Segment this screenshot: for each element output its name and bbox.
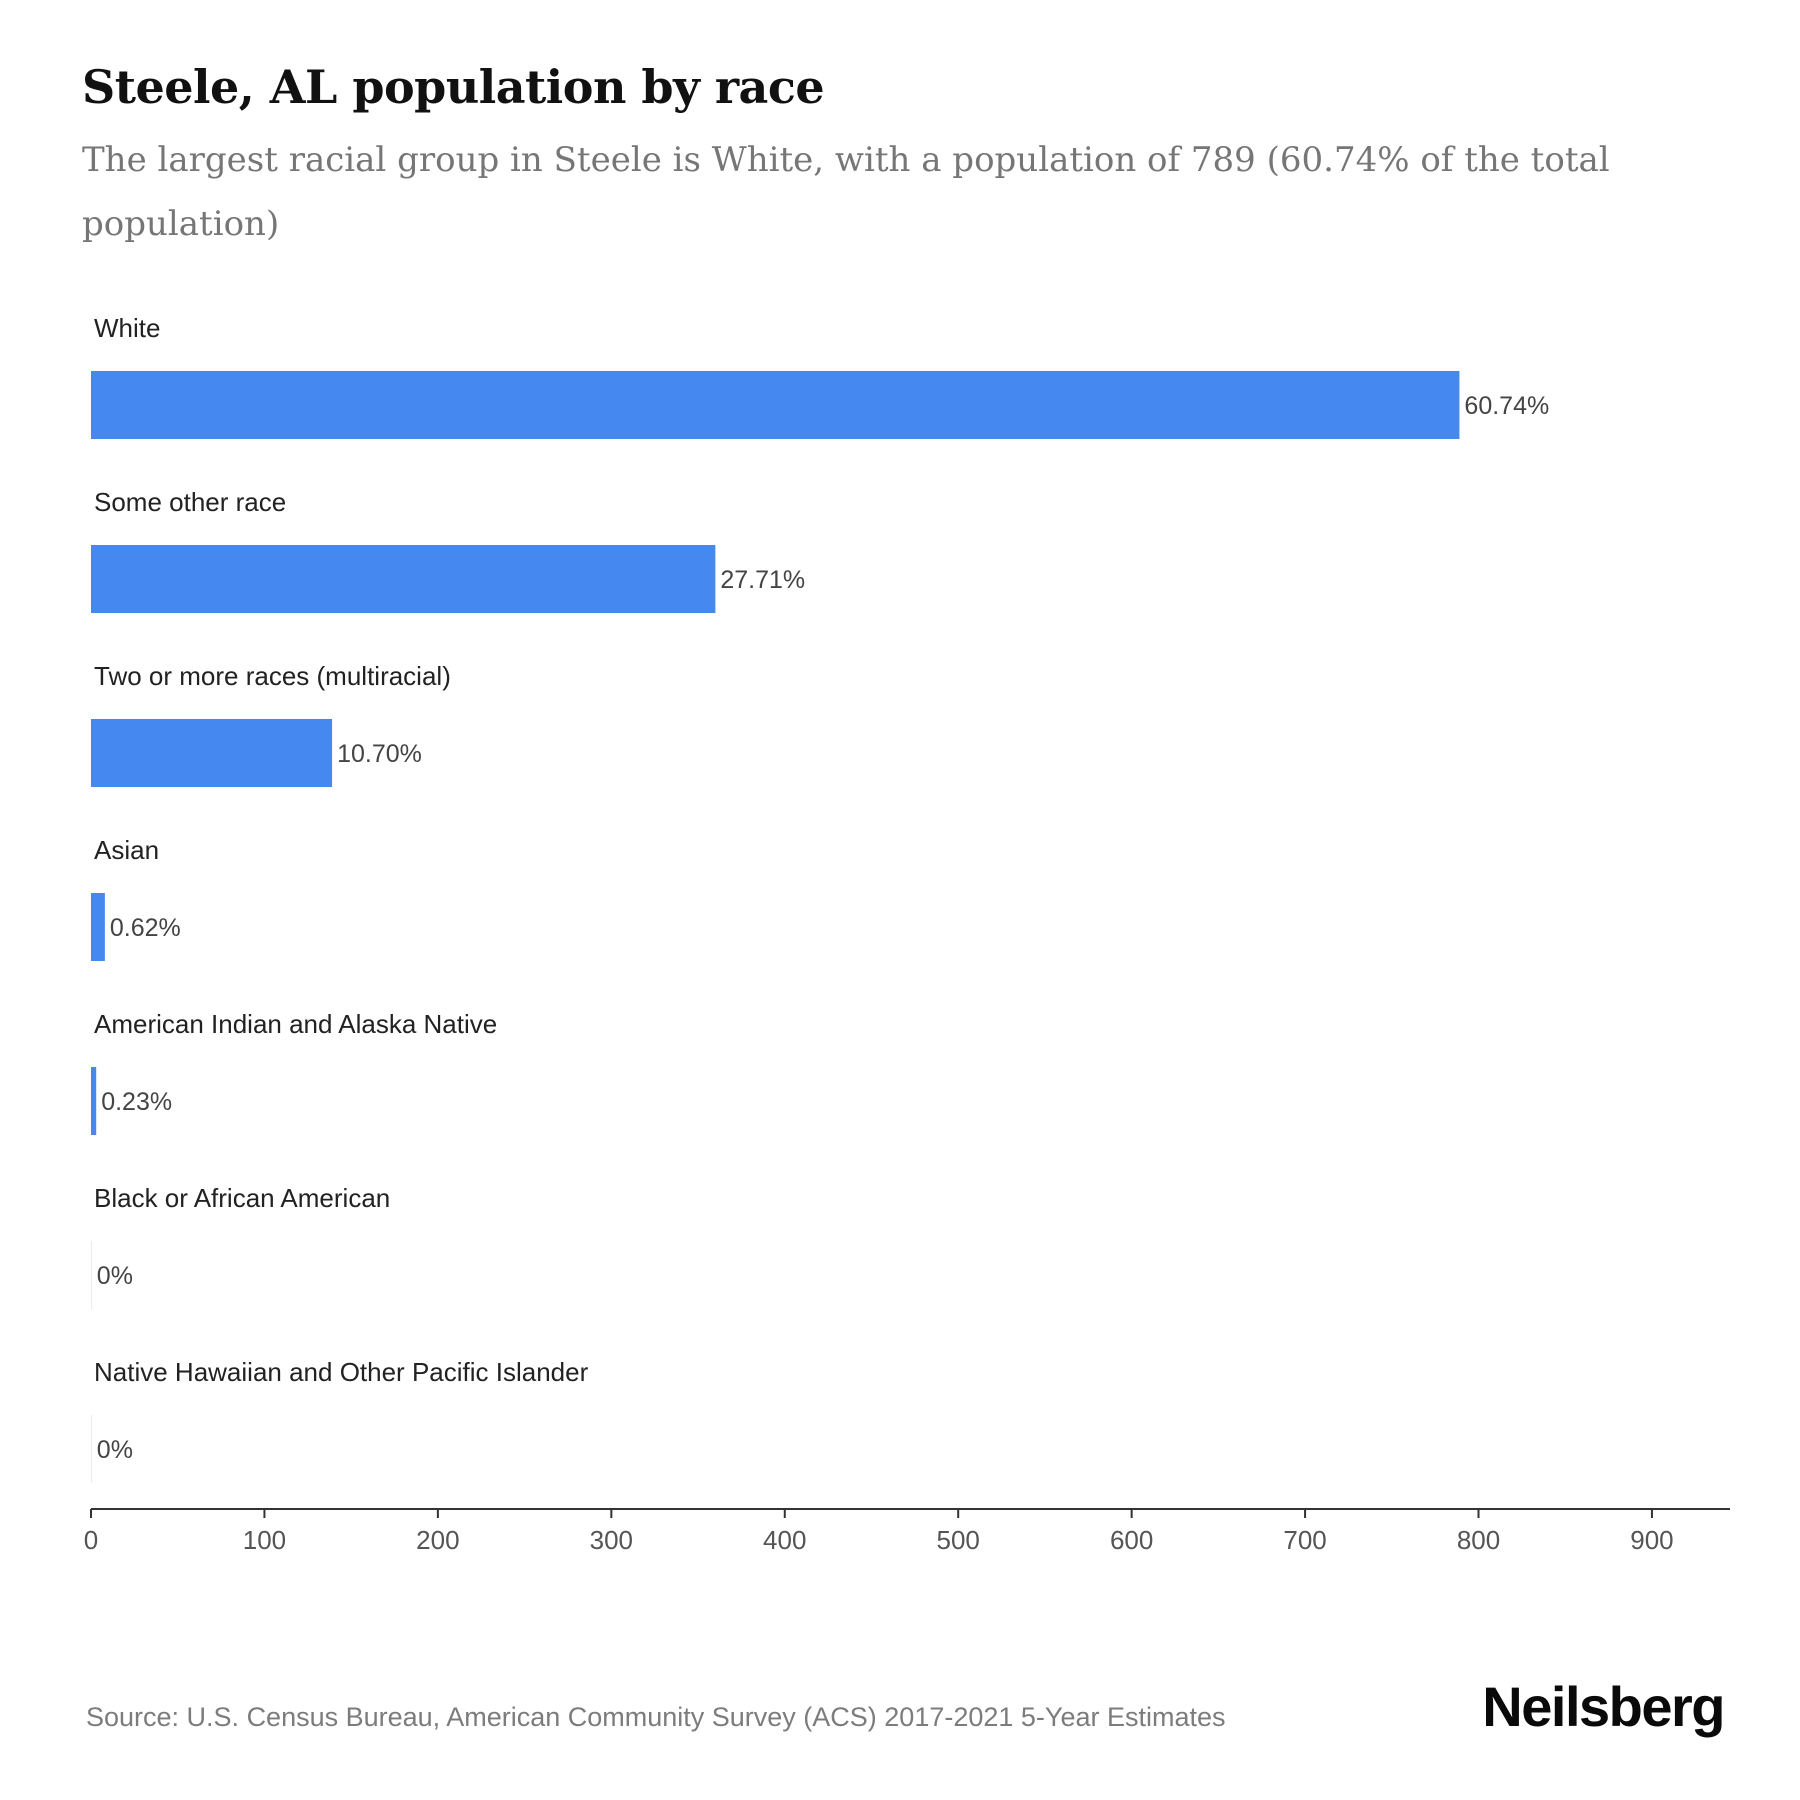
- x-tick-label: 900: [1630, 1525, 1673, 1555]
- x-tick-label: 800: [1457, 1525, 1500, 1555]
- bar-chart: White 60.74% Some other race 27.71% Two or m…: [84, 313, 1730, 1555]
- bar: [91, 1241, 92, 1309]
- x-tick-label: 700: [1283, 1525, 1326, 1555]
- x-tick-label: 600: [1110, 1525, 1153, 1555]
- category-label: Some other race: [94, 487, 286, 517]
- category-label: Native Hawaiian and Other Pacific Island…: [94, 1357, 589, 1387]
- category-label: American Indian and Alaska Native: [94, 1009, 497, 1039]
- x-tick-label: 0: [84, 1525, 98, 1555]
- bar-value-label: 0.23%: [101, 1088, 172, 1116]
- bar: [91, 1067, 97, 1135]
- x-tick-label: 200: [416, 1525, 459, 1555]
- bar-value-label: 10.70%: [337, 740, 422, 768]
- bar: [91, 1415, 92, 1483]
- category-label: Two or more races (multiracial): [94, 661, 451, 691]
- brand-logo: Neilsberg: [1482, 1675, 1725, 1738]
- bar: [91, 371, 1460, 439]
- category-label: Asian: [94, 835, 159, 865]
- x-tick-label: 100: [243, 1525, 286, 1555]
- category-label: Black or African American: [94, 1183, 390, 1213]
- bar: [91, 893, 105, 961]
- bar-value-label: 0%: [97, 1436, 133, 1464]
- source-note: Source: U.S. Census Bureau, American Com…: [86, 1702, 1226, 1732]
- category-label: White: [94, 313, 160, 343]
- chart-subtitle: The largest racial group in Steele is Wh…: [82, 140, 1610, 244]
- x-tick-label: 500: [937, 1525, 980, 1555]
- x-tick-label: 300: [590, 1525, 633, 1555]
- chart-title: Steele, AL population by race: [82, 60, 825, 114]
- bar-value-label: 0.62%: [110, 914, 181, 942]
- bar: [91, 545, 716, 613]
- x-tick-label: 400: [763, 1525, 806, 1555]
- bar: [91, 719, 333, 787]
- bar-value-label: 0%: [97, 1262, 133, 1290]
- bar-value-label: 27.71%: [720, 566, 805, 594]
- bar-value-label: 60.74%: [1464, 392, 1549, 420]
